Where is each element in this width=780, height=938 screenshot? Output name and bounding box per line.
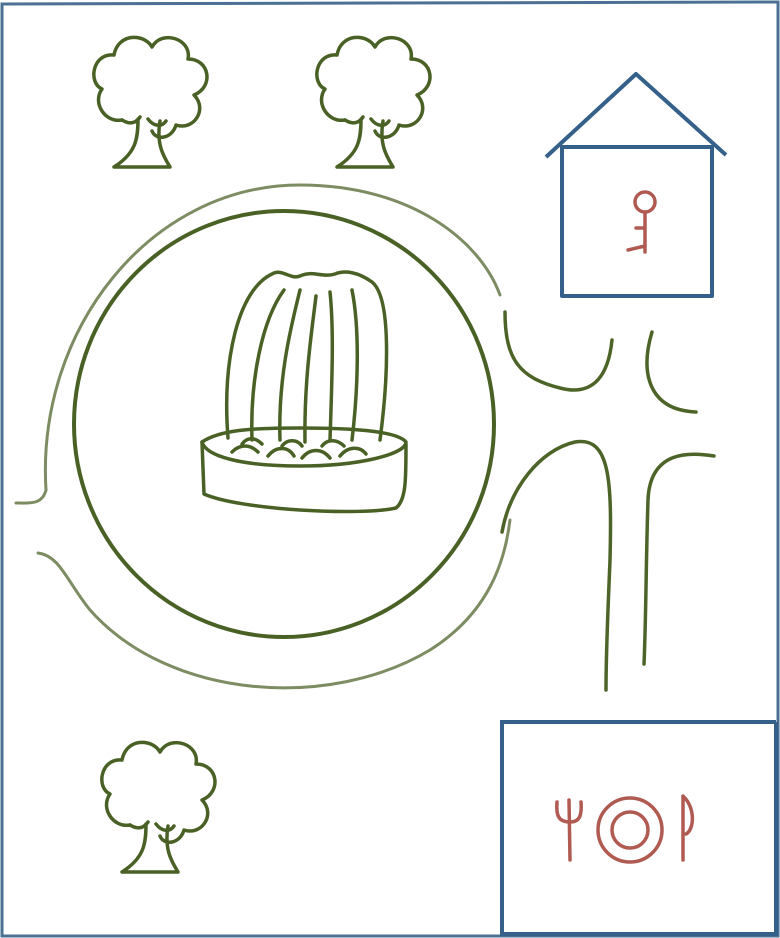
tree-top-left [92, 35, 209, 169]
key-icon [626, 190, 657, 254]
cutlery-plate-icon [555, 794, 695, 864]
restaurant-building [500, 720, 778, 936]
outer-ring-path-left-spur [14, 488, 48, 505]
road-lower-left [500, 439, 613, 692]
circular-plaza [72, 209, 496, 639]
outer-ring-path-lower [36, 518, 512, 690]
outer-ring-path [43, 183, 502, 492]
road-lower-right [642, 452, 716, 666]
road-upper [503, 310, 614, 392]
tree-top-middle [315, 35, 432, 169]
road-upper-right [645, 330, 698, 414]
house-building [544, 72, 728, 298]
tree-bottom-left [100, 740, 217, 874]
fountain [200, 270, 408, 514]
